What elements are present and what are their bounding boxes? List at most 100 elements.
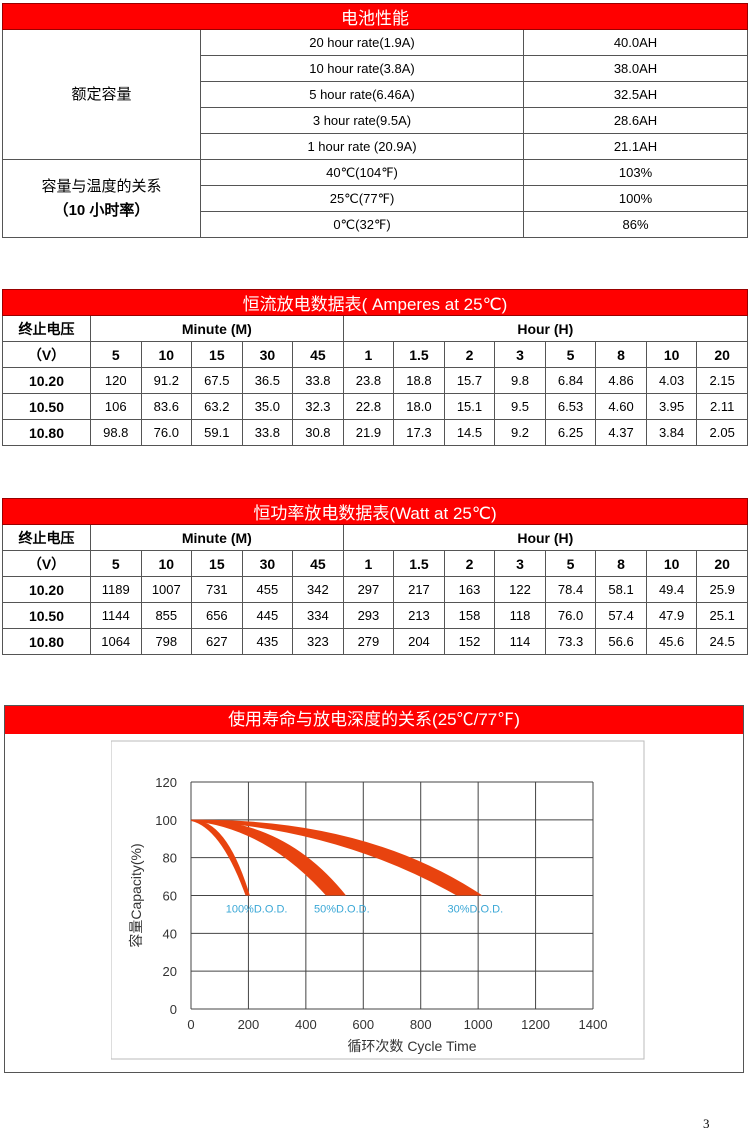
table-cell: 152 bbox=[443, 628, 496, 655]
table-cell: 14.5 bbox=[443, 419, 496, 446]
table-cell: 323 bbox=[292, 628, 344, 655]
battery-performance-table: 电池性能 额定容量 20 hour rate(1.9A) 40.0AH 10 hour … bbox=[2, 3, 748, 238]
table-cell: 30.8 bbox=[292, 419, 344, 446]
table-title: 恒流放电数据表( Amperes at 25℃) bbox=[2, 289, 748, 316]
x-tick-label: 800 bbox=[410, 1017, 432, 1032]
x-tick-label: 200 bbox=[238, 1017, 260, 1032]
table-cell: 106 bbox=[90, 393, 142, 420]
table-row: 1 hour rate (20.9A) 21.1AH bbox=[3, 133, 748, 160]
column-header: 10 bbox=[645, 341, 698, 368]
table-cell: 17.3 bbox=[393, 419, 445, 446]
temperature-label: 容量与温度的关系 （10 小时率） bbox=[2, 159, 201, 238]
page-number: 3 bbox=[703, 1116, 710, 1131]
hour-group-label: Hour (H) bbox=[342, 315, 749, 342]
table-row: 10.50 1144 855 656 445 334 293 213 158 118 76.0 57.… bbox=[2, 602, 748, 629]
table-cell: 23.8 bbox=[342, 367, 395, 394]
voltage-label: 终止电压 bbox=[2, 315, 91, 342]
table-cell: 98.8 bbox=[90, 419, 142, 446]
table-cell: 63.2 bbox=[191, 393, 243, 420]
table-cell: 204 bbox=[393, 628, 445, 655]
rate-cell: 5 hour rate(6.46A) bbox=[200, 81, 524, 108]
cycle-life-chart-title: 使用寿命与放电深度的关系(25℃/77℉) bbox=[5, 706, 743, 734]
table-cell: 15.7 bbox=[443, 367, 496, 394]
table-row: 额定容量 20 hour rate(1.9A) 40.0AH bbox=[2, 29, 748, 160]
temperature-sublabel: （10 小时率） bbox=[53, 201, 150, 219]
table-cell: 76.0 bbox=[544, 602, 597, 629]
group-row: 终止电压 Minute (M) Hour (H) bbox=[2, 524, 749, 551]
table-cell: 22.8 bbox=[342, 393, 395, 420]
table-cell: 1064 bbox=[90, 628, 142, 655]
table-cell: 58.1 bbox=[595, 576, 647, 603]
minute-group-label: Minute (M) bbox=[90, 315, 344, 342]
cycle-life-chart-section: 使用寿命与放电深度的关系(25℃/77℉) 0 200 400 600 800 1000 1… bbox=[4, 705, 744, 1073]
y-tick-label: 20 bbox=[163, 964, 177, 979]
column-header: 5 bbox=[544, 341, 597, 368]
table-row: 10.80 98.8 76.0 59.1 33.8 30.8 21.9 17.3 14.5 9.2… bbox=[2, 419, 748, 446]
table-cell: 120 bbox=[90, 367, 142, 394]
table-cell: 3.84 bbox=[645, 419, 698, 446]
table-cell: 32.3 bbox=[292, 393, 344, 420]
table-cell: 73.3 bbox=[544, 628, 597, 655]
column-header: 1 bbox=[342, 341, 395, 368]
table-row: 10.20 120 91.2 67.5 36.5 33.8 23.8 18.8 15.7 9.8 6… bbox=[2, 367, 748, 394]
column-header: 15 bbox=[191, 550, 243, 577]
header-row: 电池性能 bbox=[2, 3, 748, 30]
dod-label: 50%D.O.D. bbox=[314, 904, 370, 916]
table-cell: 118 bbox=[494, 602, 546, 629]
value-cell: 100% bbox=[523, 185, 748, 212]
table-cell: 67.5 bbox=[191, 367, 243, 394]
temp-cell: 0℃(32℉) bbox=[200, 211, 524, 238]
column-header: 1 bbox=[342, 550, 395, 577]
table-cell: 33.8 bbox=[292, 367, 344, 394]
x-tick-label: 0 bbox=[187, 1017, 194, 1032]
column-header: 15 bbox=[191, 341, 243, 368]
table-cell: 1144 bbox=[90, 602, 142, 629]
table-cell: 15.1 bbox=[443, 393, 496, 420]
table-cell: 855 bbox=[140, 602, 193, 629]
table-cell: 2.05 bbox=[696, 419, 748, 446]
x-tick-label: 400 bbox=[295, 1017, 317, 1032]
voltage-label: 终止电压 bbox=[2, 524, 91, 551]
table-cell: 213 bbox=[393, 602, 445, 629]
dod-label: 100%D.O.D. bbox=[226, 904, 288, 916]
table-row: 25℃(77℉) 100% bbox=[3, 185, 748, 212]
table-cell: 122 bbox=[494, 576, 546, 603]
value-cell: 32.5AH bbox=[523, 81, 748, 108]
constant-power-table: 恒功率放电数据表(Watt at 25℃) 终止电压 Minute (M) Hour … bbox=[2, 498, 749, 655]
table-cell: 2.11 bbox=[696, 393, 748, 420]
column-header-row: （V） 5 10 15 30 45 1 1.5 2 3 5 8 10 20 bbox=[2, 341, 748, 368]
table-cell: 334 bbox=[292, 602, 344, 629]
column-header: 10 bbox=[140, 341, 193, 368]
table-cell: 4.03 bbox=[645, 367, 698, 394]
voltage-cell: 10.50 bbox=[2, 393, 91, 420]
column-header: 8 bbox=[595, 550, 647, 577]
column-header: 8 bbox=[595, 341, 647, 368]
table-cell: 114 bbox=[494, 628, 546, 655]
table-cell: 36.5 bbox=[241, 367, 294, 394]
table-cell: 455 bbox=[241, 576, 294, 603]
x-tick-label: 600 bbox=[352, 1017, 374, 1032]
table-cell: 6.53 bbox=[544, 393, 597, 420]
voltage-cell: 10.20 bbox=[2, 576, 91, 603]
table-cell: 297 bbox=[342, 576, 395, 603]
y-tick-label: 60 bbox=[163, 889, 177, 904]
table-cell: 78.4 bbox=[544, 576, 597, 603]
voltage-cell: 10.80 bbox=[2, 419, 91, 446]
table-cell: 435 bbox=[241, 628, 294, 655]
column-header: 45 bbox=[292, 341, 344, 368]
y-tick-label: 0 bbox=[170, 1002, 177, 1017]
table-cell: 163 bbox=[443, 576, 496, 603]
table-cell: 25.1 bbox=[696, 602, 748, 629]
table-cell: 6.84 bbox=[544, 367, 597, 394]
group-row: 终止电压 Minute (M) Hour (H) bbox=[2, 315, 749, 342]
table-cell: 4.86 bbox=[595, 367, 647, 394]
voltage-cell: 10.50 bbox=[2, 602, 91, 629]
column-header: 10 bbox=[645, 550, 698, 577]
column-header: 2 bbox=[443, 550, 496, 577]
table-cell: 83.6 bbox=[140, 393, 193, 420]
column-header: 2 bbox=[443, 341, 496, 368]
table-cell: 24.5 bbox=[696, 628, 748, 655]
dod-band bbox=[191, 819, 483, 896]
table-cell: 57.4 bbox=[595, 602, 647, 629]
hour-group-label: Hour (H) bbox=[342, 524, 749, 551]
